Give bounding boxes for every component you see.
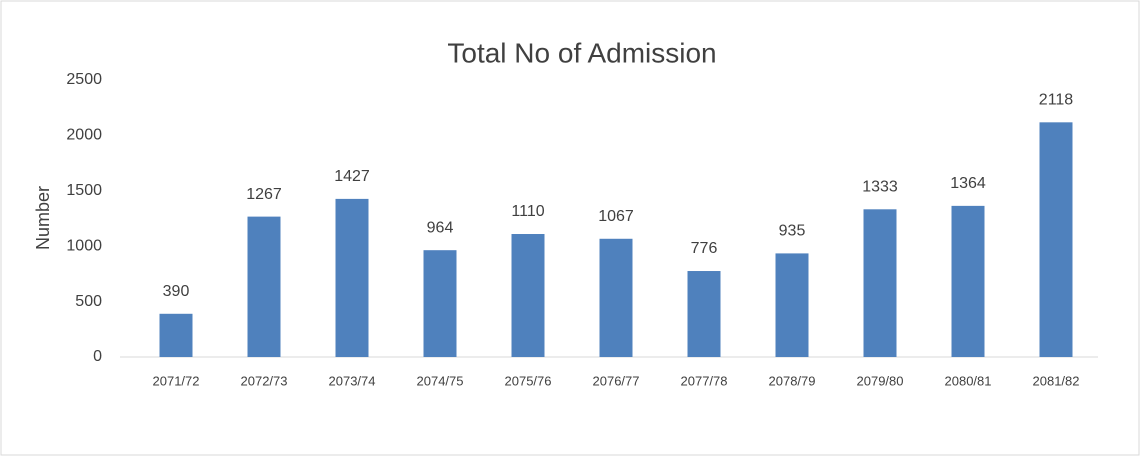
data-label: 1067 xyxy=(598,208,634,225)
bar xyxy=(599,238,633,357)
bar xyxy=(247,216,281,357)
x-tick-label: 2075/76 xyxy=(505,373,552,388)
bar xyxy=(423,250,457,357)
x-tick-label: 2080/81 xyxy=(945,373,992,388)
y-axis-label: Number xyxy=(33,186,53,250)
y-tick-label: 2500 xyxy=(66,71,102,88)
bar xyxy=(687,271,721,357)
data-label: 1364 xyxy=(950,175,986,192)
x-tick-label: 2077/78 xyxy=(681,373,728,388)
bar xyxy=(159,313,193,357)
bar xyxy=(1039,122,1073,358)
data-label: 1427 xyxy=(334,168,370,185)
data-label: 2118 xyxy=(1039,92,1074,109)
chart-title: Total No of Admission xyxy=(447,37,716,68)
x-tick-label: 2081/82 xyxy=(1033,373,1080,388)
data-label: 935 xyxy=(779,223,806,240)
bar xyxy=(511,234,545,357)
data-label: 1333 xyxy=(862,179,898,196)
data-label: 1110 xyxy=(511,203,544,220)
y-tick-label: 0 xyxy=(93,348,102,365)
bar xyxy=(335,198,369,357)
data-label: 1267 xyxy=(246,186,282,203)
bar xyxy=(863,209,897,357)
y-tick-label: 1000 xyxy=(66,237,102,254)
y-tick-label: 1500 xyxy=(66,182,102,199)
data-label: 964 xyxy=(427,219,454,236)
bar xyxy=(951,205,985,357)
data-label: 390 xyxy=(163,283,190,300)
x-tick-label: 2072/73 xyxy=(241,373,288,388)
y-tick-label: 2000 xyxy=(66,127,102,144)
data-label: 776 xyxy=(691,240,718,257)
bar xyxy=(775,253,809,357)
x-tick-label: 2079/80 xyxy=(857,373,904,388)
y-tick-label: 500 xyxy=(75,293,102,310)
x-tick-label: 2071/72 xyxy=(153,373,200,388)
x-tick-label: 2074/75 xyxy=(417,373,464,388)
x-tick-label: 2078/79 xyxy=(769,373,816,388)
x-tick-label: 2076/77 xyxy=(593,373,640,388)
x-tick-label: 2073/74 xyxy=(329,373,376,388)
